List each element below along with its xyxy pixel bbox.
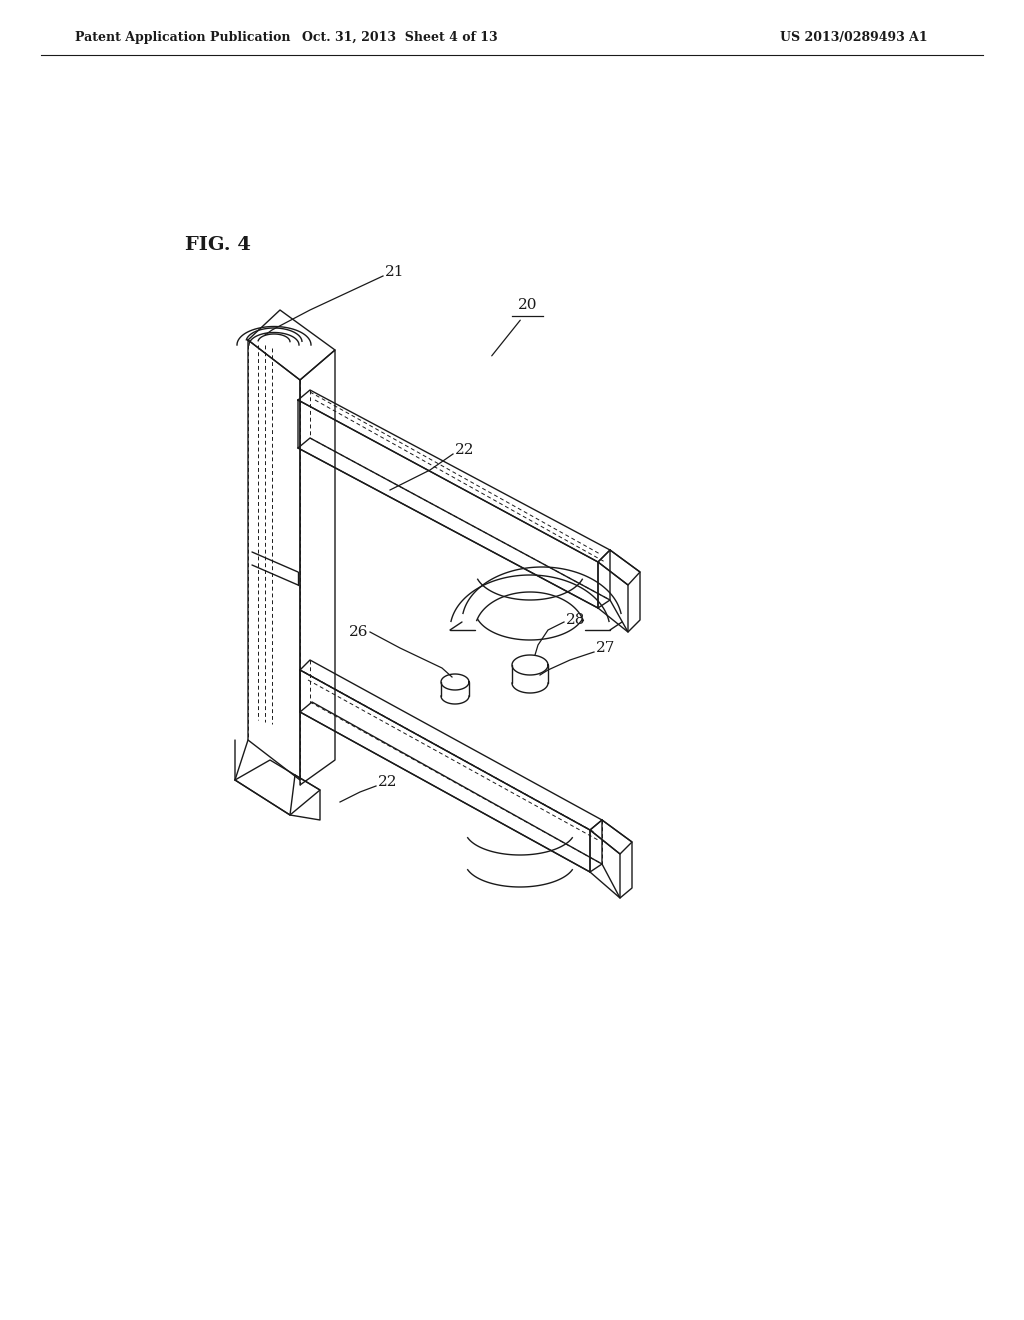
Text: 22: 22 — [378, 775, 397, 789]
Text: Patent Application Publication: Patent Application Publication — [75, 30, 291, 44]
Text: FIG. 4: FIG. 4 — [185, 236, 251, 253]
Text: 28: 28 — [566, 612, 586, 627]
Text: US 2013/0289493 A1: US 2013/0289493 A1 — [780, 30, 928, 44]
Text: Oct. 31, 2013  Sheet 4 of 13: Oct. 31, 2013 Sheet 4 of 13 — [302, 30, 498, 44]
Text: 22: 22 — [455, 444, 474, 457]
Text: 26: 26 — [348, 624, 368, 639]
Text: 21: 21 — [385, 265, 404, 279]
Text: 20: 20 — [518, 298, 538, 312]
Text: 27: 27 — [596, 642, 615, 655]
